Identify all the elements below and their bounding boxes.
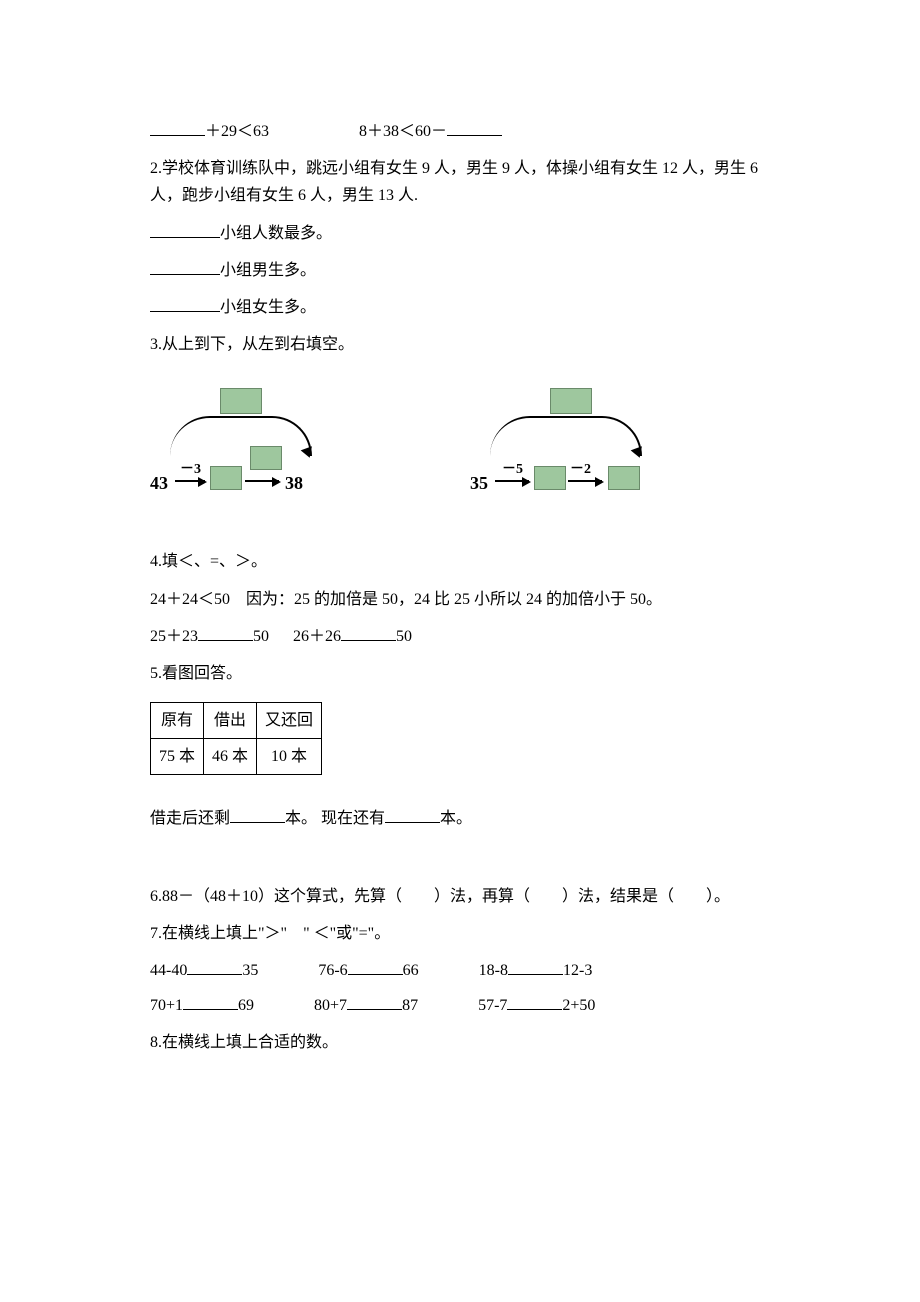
q4-items: 25＋23 50 26＋26 50: [150, 623, 770, 650]
q4-title: 4.填＜、=、＞。: [150, 548, 770, 575]
q7-r2-i1-l: 80+7: [314, 997, 347, 1014]
d2-op2: －2: [570, 458, 591, 482]
q7-r2-i0-r: 69: [238, 997, 254, 1014]
q7-r1-i0-r: 35: [242, 962, 258, 979]
q4b-suffix: 50: [396, 628, 412, 645]
q4a-suffix: 50: [253, 628, 269, 645]
q7-r1-i2-r: 12-3: [563, 962, 592, 979]
q7-r2-b2[interactable]: [507, 993, 562, 1010]
q6-text: 6.88－（48＋10）这个算式，先算（ ）法，再算（ ）法，结果是（ ）。: [150, 883, 770, 910]
d1-arc: [170, 416, 312, 456]
q7-r2-b1[interactable]: [347, 993, 402, 1010]
q5-blank1[interactable]: [230, 806, 285, 823]
q7-r1-b2[interactable]: [508, 958, 563, 975]
q3-title: 3.从上到下，从左到右填空。: [150, 331, 770, 358]
q7-title: 7.在横线上填上"＞" " ＜"或"="。: [150, 920, 770, 947]
d1-arrow1: [175, 480, 205, 482]
q7-r2-i1: 80+7 87: [314, 992, 418, 1019]
q4a-prefix: 25＋23: [150, 628, 198, 645]
q7-r2-i0-l: 70+1: [150, 997, 183, 1014]
q5-v1: 46 本: [204, 739, 257, 775]
q5-h2: 又还回: [257, 703, 322, 739]
q1-right-prefix: 8＋38＜60－: [359, 123, 447, 140]
q5-p2: 本。 现在还有: [285, 810, 385, 827]
q2-line3-suffix: 小组女生多。: [220, 299, 316, 316]
q1-right: 8＋38＜60－: [359, 118, 502, 145]
q5-h1: 借出: [204, 703, 257, 739]
q7-r1-i1-r: 66: [403, 962, 419, 979]
d1-midbox[interactable]: [210, 466, 242, 490]
q5-p1: 借走后还剩: [150, 810, 230, 827]
d1-arrow2: [245, 480, 279, 482]
d1-start: 43: [150, 468, 168, 499]
q4a-blank[interactable]: [198, 624, 253, 641]
q4b-blank[interactable]: [341, 624, 396, 641]
q5-v2: 10 本: [257, 739, 322, 775]
q7-r2-i1-r: 87: [402, 997, 418, 1014]
q2-text: 2.学校体育训练队中，跳远小组有女生 9 人，男生 9 人，体操小组有女生 12…: [150, 155, 770, 209]
q3-diagrams: 43 －3 38 35 －5 －2: [150, 388, 770, 508]
table-row: 75 本 46 本 10 本: [151, 739, 322, 775]
d2-op1: －5: [502, 458, 523, 482]
d2-arrow1: [495, 480, 529, 482]
d2-endbox[interactable]: [608, 466, 640, 490]
q8-title: 8.在横线上填上合适的数。: [150, 1029, 770, 1056]
q2-blank1[interactable]: [150, 221, 220, 238]
q7-r2-i2-l: 57-7: [478, 997, 507, 1014]
q5-blank2[interactable]: [385, 806, 440, 823]
q2-line2-suffix: 小组男生多。: [220, 262, 316, 279]
q5-v0: 75 本: [151, 739, 204, 775]
q7-r1-b0[interactable]: [187, 958, 242, 975]
q4-example: 24＋24＜50 因为：25 的加倍是 50，24 比 25 小所以 24 的加…: [150, 586, 770, 613]
q7-r1-i0: 44-40 35: [150, 957, 258, 984]
worksheet-page: ＋29＜63 8＋38＜60－ 2.学校体育训练队中，跳远小组有女生 9 人，男…: [0, 0, 920, 1127]
q7-r1-i1-l: 76-6: [318, 962, 347, 979]
q7-r1-i0-l: 44-40: [150, 962, 187, 979]
q7-r2-i2-r: 2+50: [562, 997, 595, 1014]
q2-blank2[interactable]: [150, 258, 220, 275]
q7-r1-b1[interactable]: [348, 958, 403, 975]
d2-arrow2: [568, 480, 602, 482]
d2-start: 35: [470, 468, 488, 499]
q7-r1-i1: 76-6 66: [318, 957, 418, 984]
q7-r2-i0: 70+1 69: [150, 992, 254, 1019]
q3-diagram2: 35 －5 －2: [470, 388, 670, 508]
q2-line3: 小组女生多。: [150, 294, 770, 321]
q5-table: 原有 借出 又还回 75 本 46 本 10 本: [150, 702, 322, 775]
q2-line1-suffix: 小组人数最多。: [220, 225, 332, 242]
q7-r1-i2: 18-8 12-3: [479, 957, 593, 984]
q7-r2-i2: 57-7 2+50: [478, 992, 595, 1019]
d2-topbox[interactable]: [550, 388, 592, 414]
q1-right-blank[interactable]: [447, 119, 502, 136]
q2-line1: 小组人数最多。: [150, 220, 770, 247]
q5-title: 5.看图回答。: [150, 660, 770, 687]
q2-line2: 小组男生多。: [150, 257, 770, 284]
table-row: 原有 借出 又还回: [151, 703, 322, 739]
q7-row1: 44-40 35 76-6 66 18-8 12-3: [150, 957, 770, 984]
q1-row: ＋29＜63 8＋38＜60－: [150, 118, 770, 145]
q5-h0: 原有: [151, 703, 204, 739]
q3-diagram1: 43 －3 38: [150, 388, 350, 508]
d1-box2[interactable]: [250, 446, 282, 470]
d2-midbox[interactable]: [534, 466, 566, 490]
q4b-prefix: 26＋26: [293, 628, 341, 645]
d1-topbox[interactable]: [220, 388, 262, 414]
q1-left-blank[interactable]: [150, 119, 205, 136]
q2-blank3[interactable]: [150, 295, 220, 312]
q7-r2-b0[interactable]: [183, 993, 238, 1010]
q1-left: ＋29＜63: [150, 118, 269, 145]
q1-left-suffix: ＋29＜63: [205, 123, 269, 140]
q7-row2: 70+1 69 80+7 87 57-7 2+50: [150, 992, 770, 1019]
q7-r1-i2-l: 18-8: [479, 962, 508, 979]
d2-arc: [490, 416, 642, 456]
q5-p3: 本。: [440, 810, 472, 827]
q5-line: 借走后还剩 本。 现在还有 本。: [150, 805, 770, 832]
d1-end: 38: [285, 468, 303, 499]
